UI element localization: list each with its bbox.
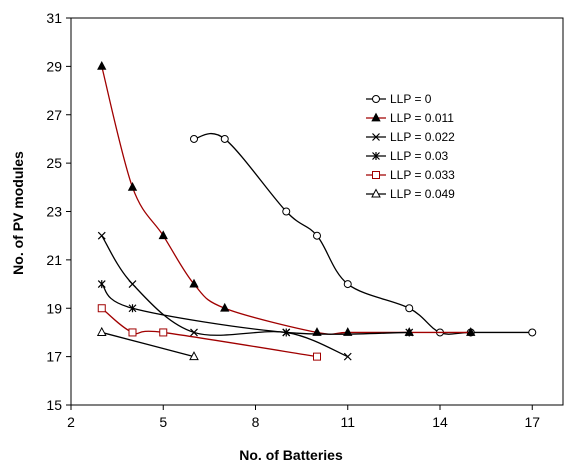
y-axis-title: No. of PV modules: [10, 151, 26, 275]
x-axis-title: No. of Batteries: [239, 447, 343, 463]
data-point: [282, 207, 291, 216]
y-tick-label: 29: [46, 58, 62, 74]
legend-item: LLP = 0.033: [366, 168, 455, 182]
data-point: [128, 280, 137, 288]
data-point: [128, 328, 137, 337]
series-6: [96, 326, 199, 361]
data-point: [189, 351, 199, 361]
legend-marker: [372, 95, 380, 103]
y-tick-label: 27: [46, 107, 62, 123]
series-line: [101, 235, 348, 358]
legend-label: LLP = 0.049: [390, 187, 455, 201]
data-point: [466, 327, 476, 336]
data-point: [343, 280, 352, 289]
legend-item: LLP = 0: [366, 92, 432, 106]
data-point: [127, 181, 138, 191]
series-line: [101, 307, 318, 358]
data-point: [190, 134, 198, 143]
y-tick-label: 15: [46, 397, 62, 413]
legend: LLP = 0 LLP = 0.011 LLP = 0.022 LLP = 0.03 L…: [366, 92, 455, 201]
data-point: [97, 61, 107, 70]
legend-label: LLP = 0.022: [390, 130, 455, 144]
data-point: [405, 304, 414, 313]
x-tick-label: 5: [159, 414, 167, 430]
legend-label: LLP = 0: [390, 92, 432, 106]
y-tick-label: 23: [46, 204, 62, 220]
data-point: [220, 302, 230, 312]
legend-marker: [372, 133, 380, 141]
y-tick-label: 17: [46, 349, 62, 365]
legend-item: LLP = 0.049: [366, 187, 455, 201]
series-4: [97, 280, 414, 337]
data-point: [128, 304, 137, 313]
data-point: [97, 304, 106, 313]
data-point: [528, 328, 537, 337]
x-tick-label: 2: [67, 414, 75, 430]
series-1: [190, 132, 537, 337]
data-point: [97, 280, 106, 289]
data-point: [96, 326, 107, 336]
data-point: [158, 230, 168, 240]
legend-marker: [372, 171, 380, 179]
y-tick-label: 21: [46, 252, 62, 268]
legend-label: LLP = 0.011: [390, 111, 454, 125]
series-line: [101, 331, 195, 358]
y-tick-label: 19: [46, 300, 62, 316]
y-tick-label: 31: [46, 10, 62, 26]
data-point: [282, 328, 291, 337]
data-point: [159, 328, 168, 337]
x-tick-label: 8: [252, 414, 260, 430]
legend-marker: [371, 188, 381, 198]
legend-label: LLP = 0.03: [390, 149, 448, 163]
legend-item: LLP = 0.011: [366, 111, 454, 125]
series-line: [193, 132, 533, 335]
series-layer: [96, 61, 537, 361]
legend-marker: [372, 152, 380, 160]
y-tick-label: 25: [46, 155, 62, 171]
data-point: [343, 352, 352, 361]
data-point: [405, 328, 414, 337]
data-point: [189, 278, 199, 288]
data-point: [313, 352, 321, 361]
data-point: [313, 231, 321, 240]
series-5: [97, 304, 321, 361]
x-tick-label: 17: [524, 414, 540, 430]
legend-label: LLP = 0.033: [390, 168, 455, 182]
legend-marker: [371, 112, 381, 122]
legend-item: LLP = 0.022: [366, 130, 455, 144]
x-tick-label: 11: [340, 414, 355, 430]
legend-item: LLP = 0.03: [366, 149, 448, 163]
data-point: [220, 134, 229, 143]
data-point: [97, 231, 106, 240]
data-point: [190, 328, 198, 337]
series-line: [101, 283, 410, 335]
x-tick-label: 14: [432, 414, 448, 430]
